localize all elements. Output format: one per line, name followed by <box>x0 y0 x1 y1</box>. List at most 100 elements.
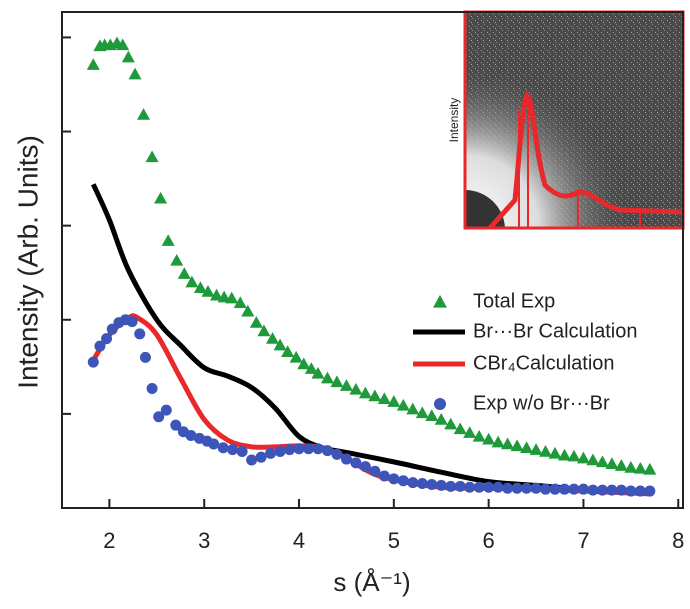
triangle-marker <box>557 448 571 461</box>
y-axis-label: Intensity (Arb. Units) <box>12 135 43 389</box>
triangle-marker <box>116 38 130 51</box>
circle-marker <box>426 478 438 490</box>
circle-marker <box>464 481 476 493</box>
circle-marker <box>312 443 324 455</box>
circle-marker <box>227 444 239 456</box>
triangle-marker <box>472 429 486 442</box>
triangle-marker <box>444 417 458 430</box>
circle-marker <box>331 448 343 460</box>
circle-marker <box>492 481 504 493</box>
triangle-marker <box>185 275 199 288</box>
circle-marker <box>644 485 656 497</box>
circle-marker <box>407 477 419 489</box>
circle-marker <box>87 356 99 368</box>
triangle-marker <box>396 398 410 411</box>
triangle-marker <box>281 345 295 357</box>
triangle-marker <box>482 432 496 445</box>
circle-marker <box>615 484 627 496</box>
triangle-marker <box>320 371 334 384</box>
circle-marker <box>483 481 495 493</box>
triangle-marker <box>595 455 609 468</box>
circle-marker <box>454 480 466 492</box>
triangle-marker <box>311 366 325 379</box>
triangle-marker <box>529 443 543 455</box>
triangle-marker <box>193 281 207 293</box>
triangle-marker <box>586 453 600 466</box>
triangle-marker <box>501 437 515 450</box>
circle-marker <box>236 446 248 458</box>
circle-marker <box>530 482 542 494</box>
x-tick-label: 4 <box>293 528 305 553</box>
triangle-marker <box>257 324 271 337</box>
triangle-marker <box>453 422 467 435</box>
triangle-marker <box>387 395 401 407</box>
triangle-marker <box>605 457 619 469</box>
triangle-marker <box>425 409 439 421</box>
circle-marker <box>558 483 570 495</box>
triangle-marker <box>463 426 477 438</box>
triangle-marker <box>137 108 151 120</box>
triangle-marker <box>289 350 303 363</box>
circle-marker <box>634 485 646 497</box>
circle-marker <box>217 442 229 454</box>
circle-marker <box>255 451 267 463</box>
circle-marker <box>146 382 158 394</box>
circle-marker <box>511 482 523 494</box>
circle-marker <box>153 411 165 423</box>
triangle-marker <box>510 439 524 452</box>
circle-marker <box>134 328 146 340</box>
circle-marker <box>369 465 381 477</box>
x-tick-label: 5 <box>388 528 400 553</box>
triangle-marker <box>358 386 372 399</box>
triangle-marker <box>304 362 318 374</box>
triangle-marker <box>249 316 263 328</box>
triangle-marker <box>491 435 505 448</box>
triangle-marker <box>233 296 247 309</box>
triangle-marker <box>576 451 590 464</box>
circle-marker <box>540 483 552 495</box>
circle-marker <box>185 430 197 442</box>
circle-marker <box>208 438 220 450</box>
circle-marker <box>568 483 580 495</box>
legend-label: Exp w/o Br···Br <box>473 392 610 414</box>
triangle-marker <box>265 332 279 344</box>
inset-curve <box>488 91 684 230</box>
triangle-marker <box>539 445 553 457</box>
triangle-marker <box>415 406 429 419</box>
triangle-marker <box>297 357 311 370</box>
circle-marker <box>293 443 305 455</box>
circle-marker <box>350 457 362 469</box>
triangle-marker <box>548 446 562 459</box>
circle-marker <box>246 454 258 466</box>
circle-marker <box>359 461 371 473</box>
circle-marker <box>265 447 277 459</box>
circle-marker <box>378 470 390 482</box>
x-tick-label: 6 <box>483 528 495 553</box>
circle-marker <box>321 445 333 457</box>
triangle-marker <box>86 58 100 70</box>
triangle-marker <box>624 461 638 473</box>
inset-label: Intensity <box>447 98 461 143</box>
legend-swatch <box>433 295 447 308</box>
circle-marker <box>160 404 172 416</box>
triangle-marker <box>614 459 628 471</box>
triangle-marker <box>368 389 382 402</box>
circle-marker <box>101 333 113 345</box>
circle-marker <box>284 444 296 456</box>
x-tick-label: 7 <box>577 528 589 553</box>
triangle-marker <box>154 191 168 204</box>
circle-marker <box>473 481 485 493</box>
circle-marker <box>416 478 428 490</box>
triangle-marker <box>349 382 363 395</box>
circle-marker <box>577 483 589 495</box>
triangle-marker <box>128 67 142 80</box>
circle-marker <box>549 483 561 495</box>
circle-marker <box>139 351 151 363</box>
legend-label: Br···Br Calculation <box>473 320 637 342</box>
triangle-marker <box>210 288 224 301</box>
triangle-marker <box>201 285 215 297</box>
triangle-marker <box>406 402 420 415</box>
inset-beamstop <box>465 189 505 228</box>
legend-label: Total Exp <box>473 290 555 312</box>
